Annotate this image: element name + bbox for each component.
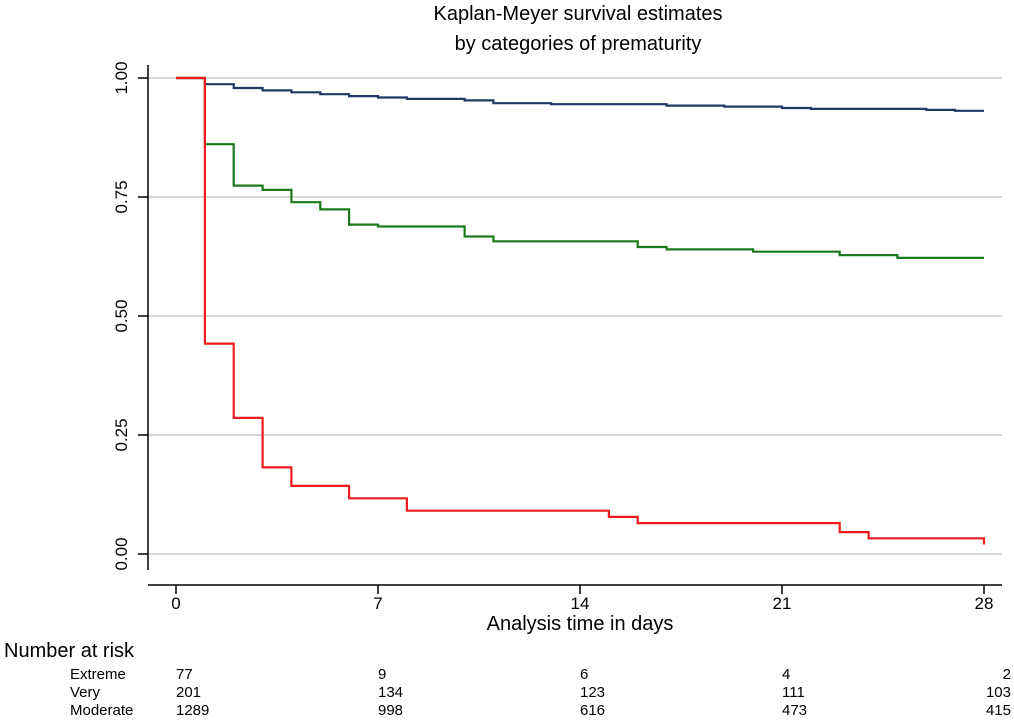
risk-value-extreme-14: 6 (580, 666, 588, 683)
y-tick-label-4: 1.00 (112, 61, 131, 94)
chart-title-line-1: Kaplan-Meyer survival estimates (434, 3, 723, 25)
x-tick-label-2: 14 (571, 594, 590, 613)
x-axis-label: Analysis time in days (487, 613, 674, 635)
risk-value-very-28: 103 (986, 684, 1011, 701)
survival-curves (176, 76, 986, 545)
y-tick-label-2: 0.50 (112, 299, 131, 332)
series-line-moderate (176, 76, 984, 112)
x-tick-label-1: 7 (373, 594, 382, 613)
series-line-extreme (176, 76, 986, 545)
y-tick-label-3: 0.75 (112, 180, 131, 213)
risk-value-very-0: 201 (176, 684, 201, 701)
risk-table: Extreme 77 9 6 4 2 Very 201 134 123 111 103 Moderate… (70, 666, 1011, 719)
risk-row-label-moderate: Moderate (70, 702, 133, 719)
risk-value-moderate-14: 616 (580, 702, 605, 719)
risk-value-very-21: 111 (782, 684, 805, 701)
risk-value-very-7: 134 (378, 684, 403, 701)
risk-row-label-extreme: Extreme (70, 666, 126, 683)
risk-value-extreme-0: 77 (176, 666, 193, 683)
risk-value-moderate-21: 473 (782, 702, 807, 719)
risk-row-label-very: Very (70, 684, 101, 701)
risk-value-extreme-7: 9 (378, 666, 386, 683)
axes: 0.00 0.25 0.50 0.75 1.00 0 7 14 21 28 (112, 61, 1002, 613)
risk-value-moderate-0: 1289 (176, 702, 209, 719)
y-tick-label-1: 0.25 (112, 418, 131, 451)
risk-value-moderate-28: 415 (986, 702, 1011, 719)
series-line-very (176, 76, 984, 259)
risk-table-heading: Number at risk (4, 640, 135, 662)
risk-value-extreme-28: 2 (1003, 666, 1011, 683)
chart-title-line-2: by categories of prematurity (455, 33, 702, 55)
x-tick-label-4: 28 (975, 594, 994, 613)
risk-value-extreme-21: 4 (782, 666, 790, 683)
gridlines (148, 77, 1002, 555)
x-tick-label-0: 0 (171, 594, 180, 613)
risk-value-very-14: 123 (580, 684, 605, 701)
risk-value-moderate-7: 998 (378, 702, 403, 719)
y-tick-label-0: 0.00 (112, 537, 131, 570)
x-tick-label-3: 21 (773, 594, 792, 613)
